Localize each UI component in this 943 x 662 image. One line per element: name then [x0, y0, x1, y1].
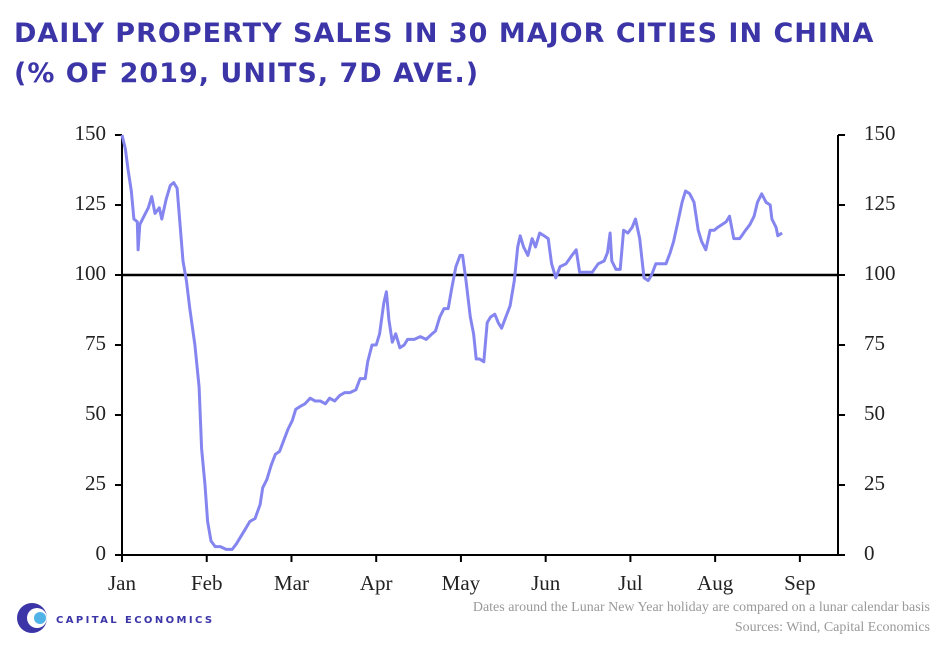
y2-tick-label: 100: [864, 261, 896, 285]
y2-tick-label: 50: [864, 401, 885, 425]
x-tick-label: Feb: [191, 571, 223, 595]
logo: [17, 603, 47, 633]
data-line: [120, 134, 783, 551]
y-tick-label: 125: [75, 191, 107, 215]
x-tick-label: May: [442, 571, 481, 595]
y2-tick-label: 150: [864, 121, 896, 145]
brand: CAPITAL ECONOMICS: [56, 615, 215, 626]
x-tick-label: Mar: [274, 571, 309, 595]
x-tick-label: Jan: [108, 571, 136, 595]
y2-tick-label: 25: [864, 471, 885, 495]
x-tick-label: Jun: [531, 571, 561, 595]
x-tick-label: Aug: [697, 571, 734, 595]
y-tick-label: 75: [85, 331, 106, 355]
y2-tick-label: 0: [864, 541, 875, 565]
chart-subtitle: (% OF 2019, UNITS, 7D AVE.): [14, 58, 479, 89]
y-tick-label: 100: [75, 261, 107, 285]
chart-title: DAILY PROPERTY SALES IN 30 MAJOR CITIES …: [14, 18, 874, 49]
y-tick-label: 0: [96, 541, 107, 565]
x-tick-label: Sep: [784, 571, 816, 595]
note: Dates around the Lunar New Year holiday …: [473, 600, 930, 615]
y-tick-label: 50: [85, 401, 106, 425]
y2-tick-label: 75: [864, 331, 885, 355]
source: Sources: Wind, Capital Economics: [735, 620, 930, 635]
y-tick-label: 25: [85, 471, 106, 495]
y-tick-label: 150: [75, 121, 107, 145]
x-tick-label: Jul: [618, 571, 643, 595]
y2-tick-label: 125: [864, 191, 896, 215]
x-tick-label: Apr: [360, 571, 393, 595]
